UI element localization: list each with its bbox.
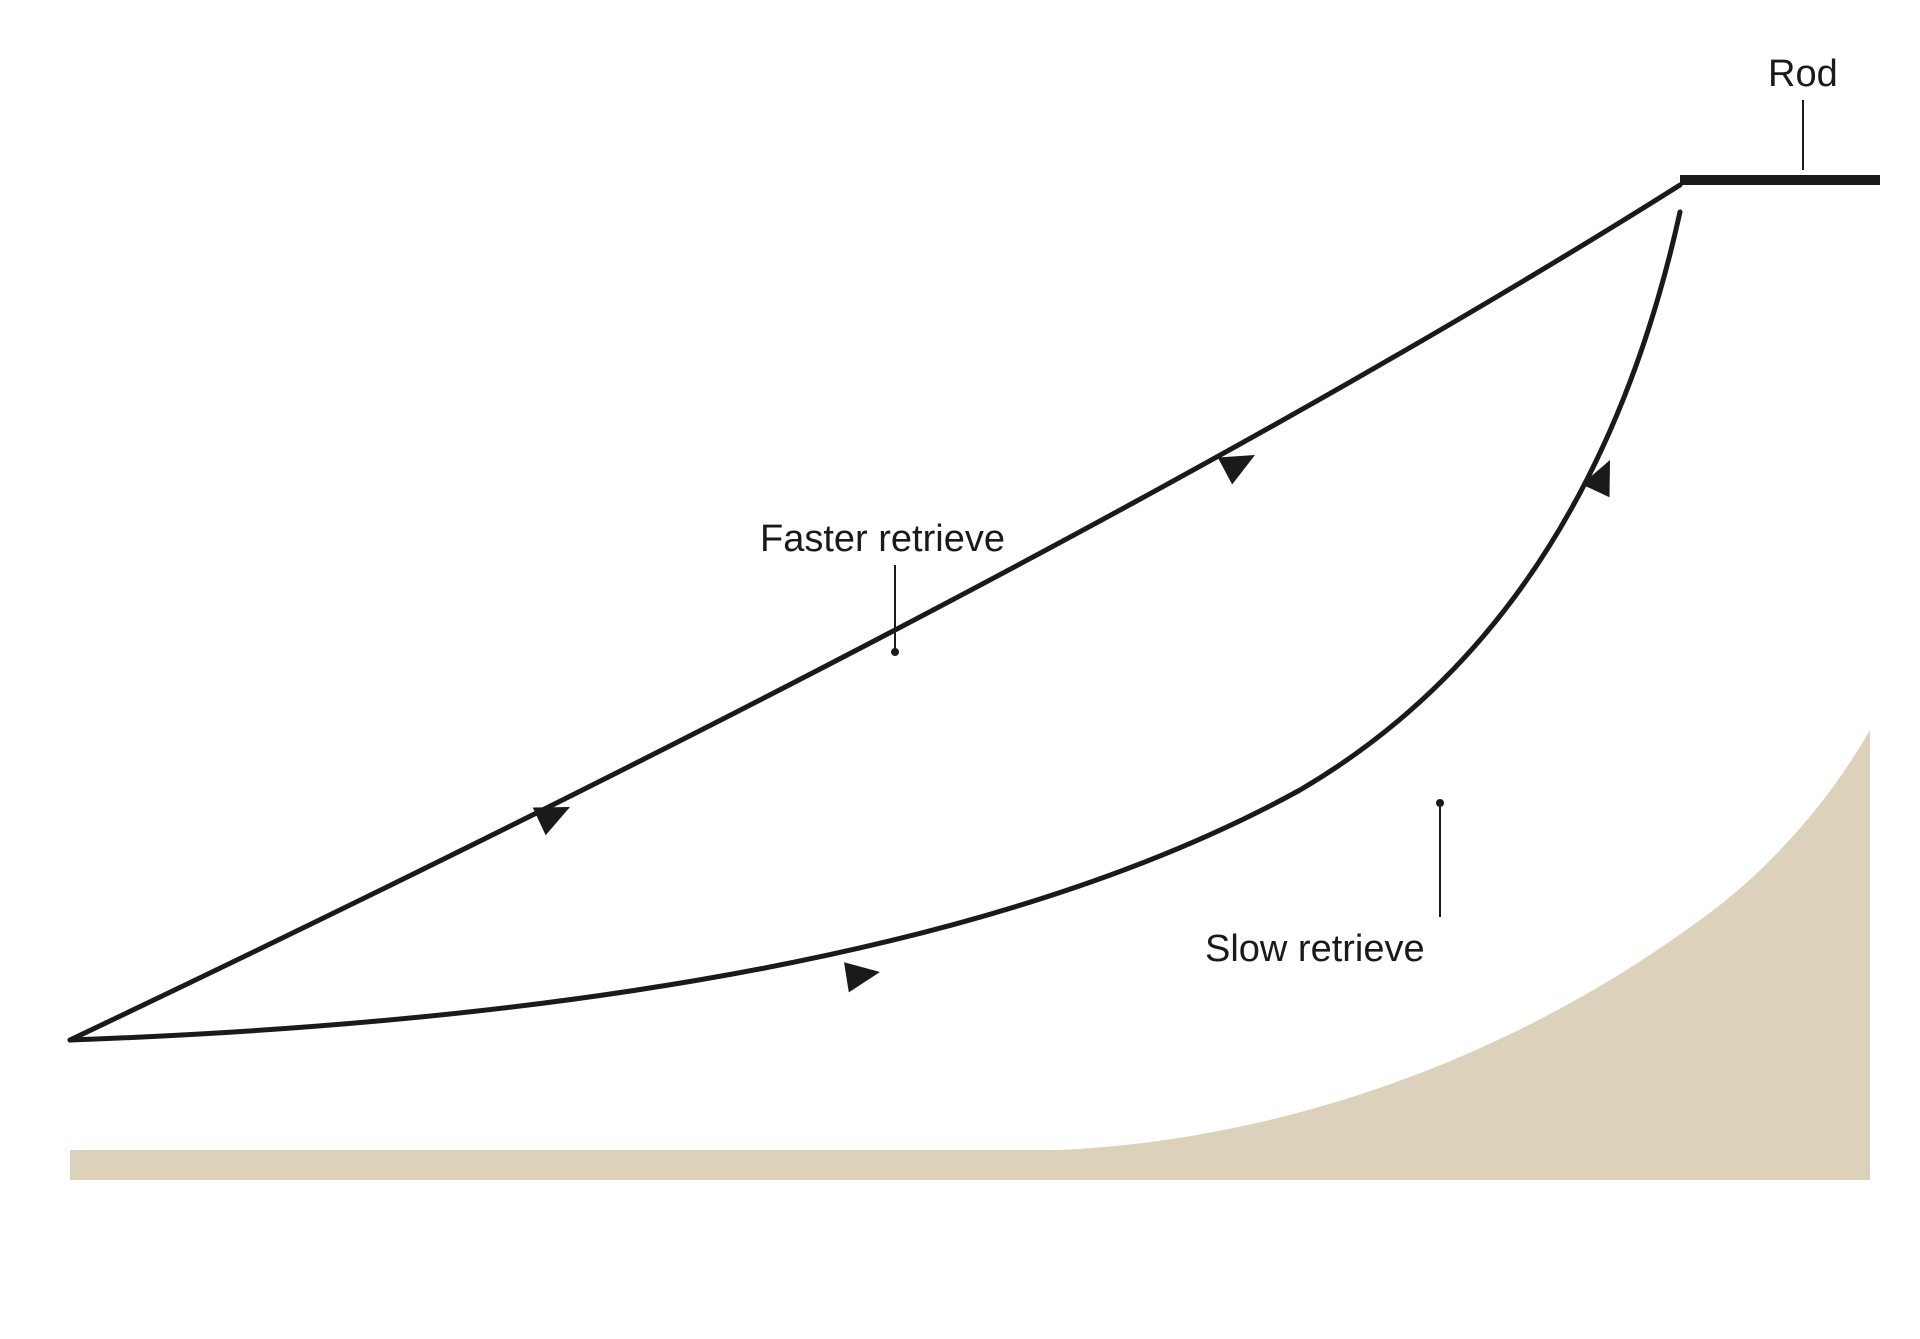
arrowhead-icon	[844, 957, 882, 993]
faster-retrieve-label: Faster retrieve	[760, 520, 1005, 558]
slow-retrieve-line	[70, 212, 1680, 1040]
pointer-dot-icon	[1436, 799, 1444, 807]
arrowhead-icon	[1218, 441, 1262, 484]
rod-label: Rod	[1768, 55, 1838, 93]
slow-retrieve-label: Slow retrieve	[1205, 930, 1425, 968]
diagram-svg	[0, 0, 1920, 1339]
faster-retrieve-line	[70, 185, 1680, 1040]
diagram-stage: Rod Faster retrieve Slow retrieve	[0, 0, 1920, 1339]
pointer-dot-icon	[891, 648, 899, 656]
ground-shape	[70, 730, 1870, 1180]
arrowhead-icon	[533, 793, 577, 835]
